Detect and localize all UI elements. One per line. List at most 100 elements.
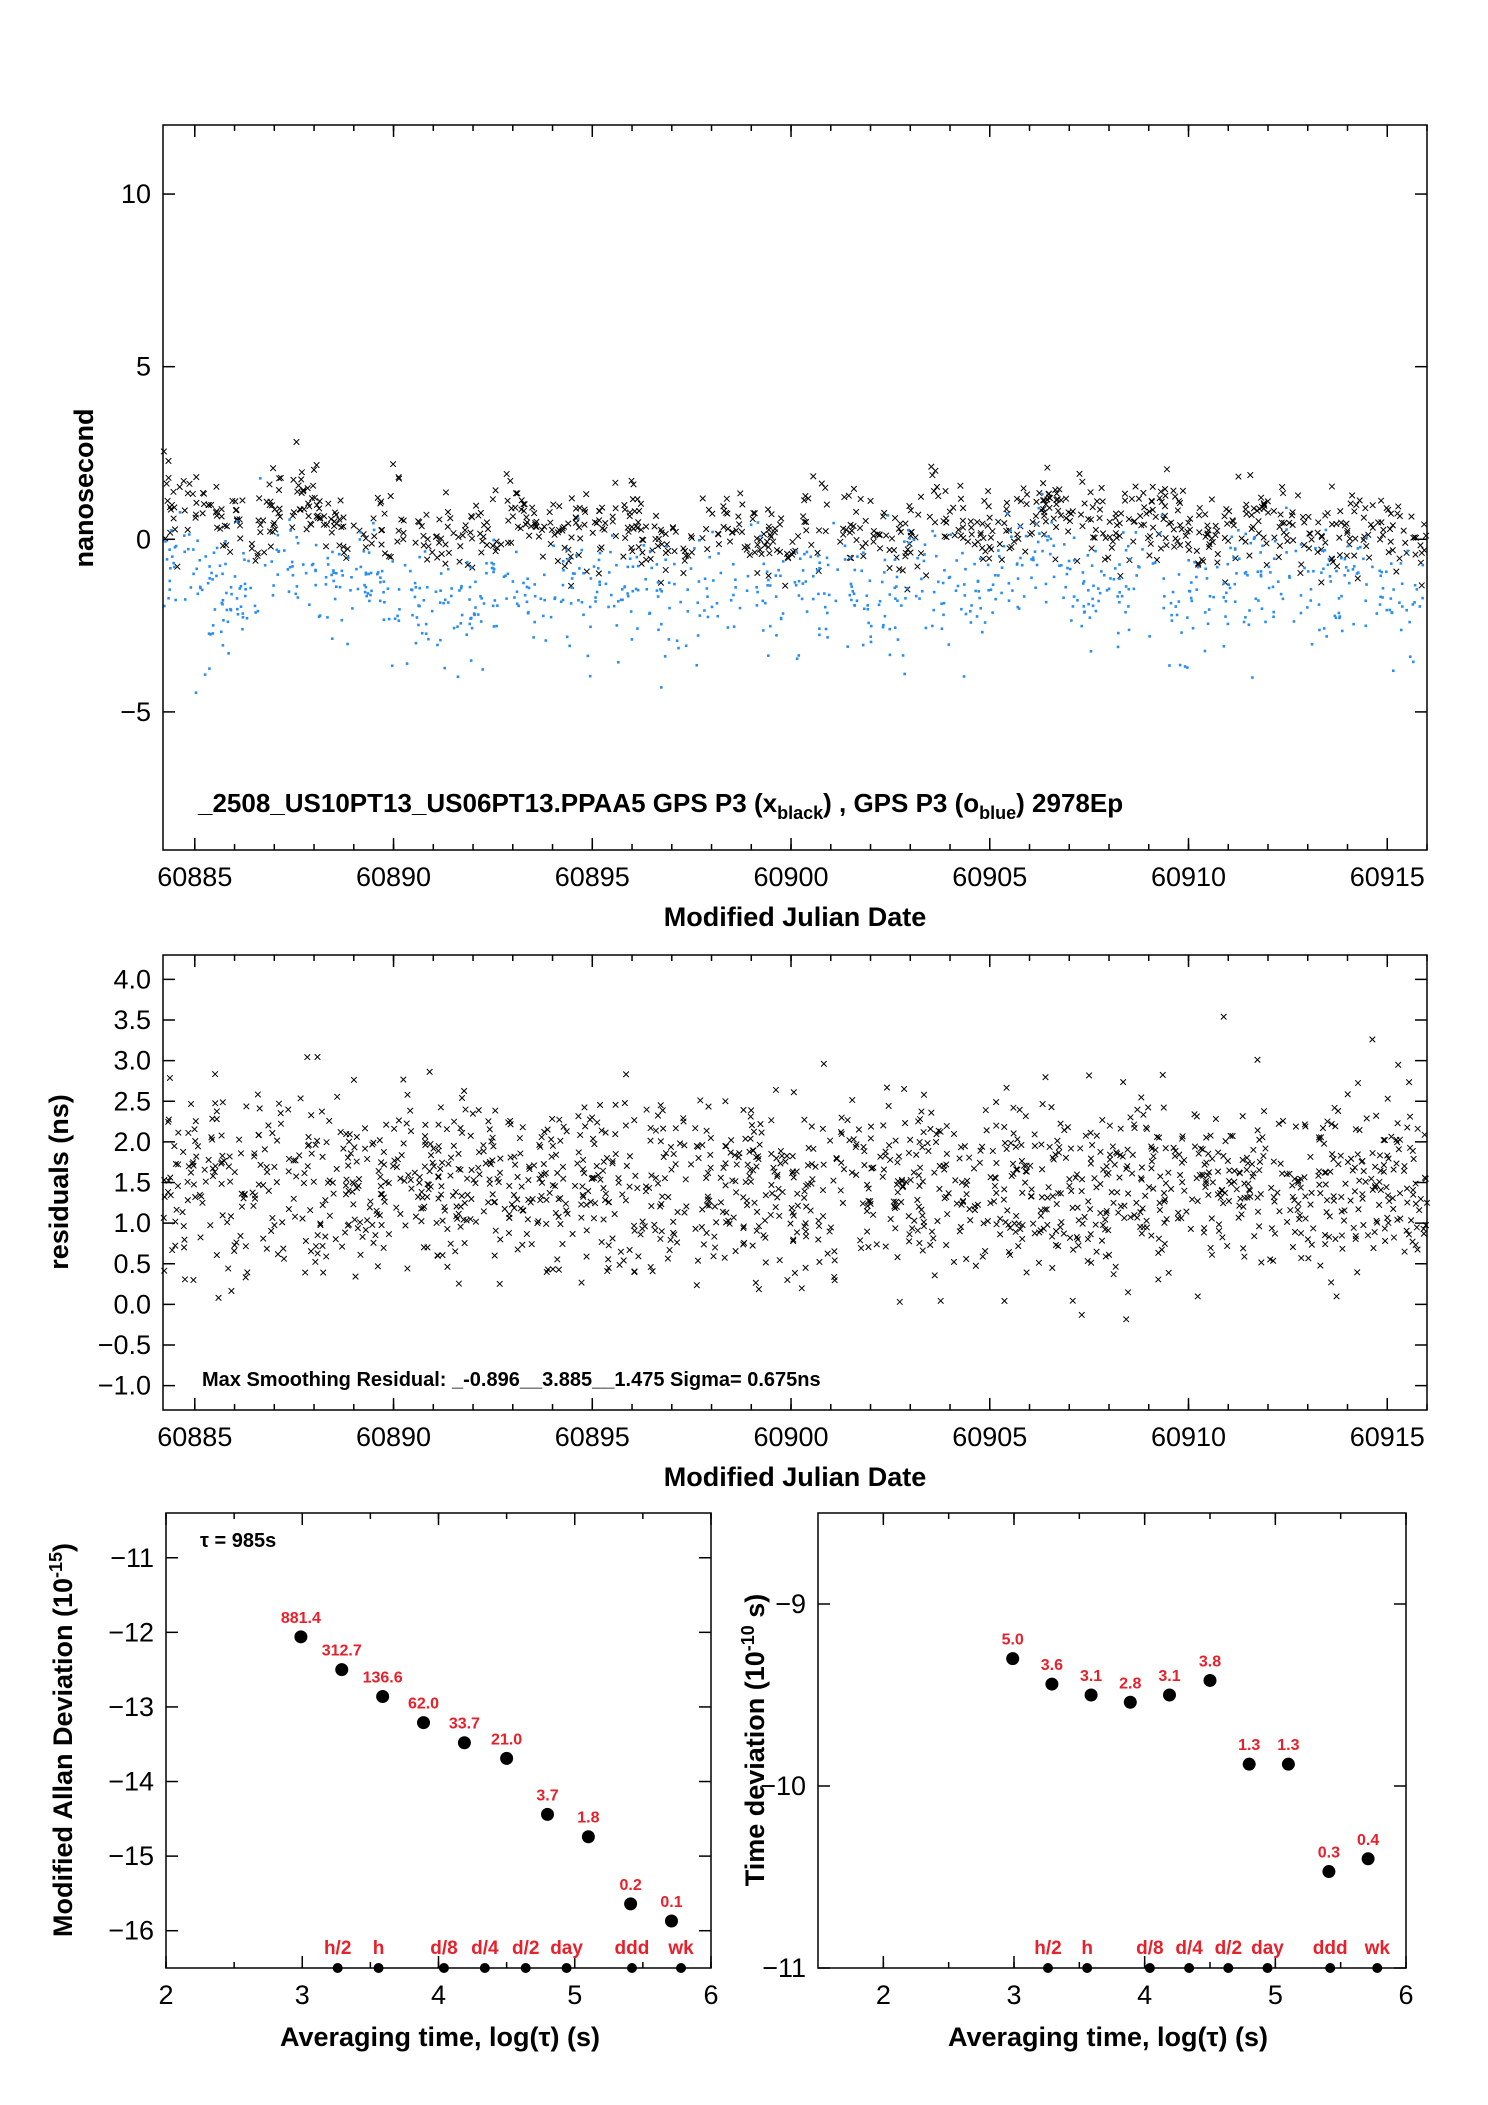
blue-dot — [386, 587, 390, 590]
x-marker — [1407, 1217, 1415, 1224]
x-marker — [1340, 1217, 1348, 1224]
x-marker — [400, 529, 407, 537]
blue-dot — [991, 583, 995, 586]
blue-dot — [533, 620, 536, 624]
x-marker — [480, 521, 488, 529]
x-marker — [1324, 1118, 1331, 1125]
blue-dot — [1222, 581, 1226, 585]
blue-dot — [169, 566, 172, 570]
blue-dot — [1421, 563, 1425, 567]
x-marker — [820, 1060, 828, 1067]
x-marker — [564, 1210, 571, 1217]
x-marker — [859, 1200, 867, 1207]
x-marker — [629, 496, 637, 503]
x-marker — [1041, 1206, 1048, 1213]
x-marker — [1409, 1186, 1417, 1194]
blue-dot — [235, 597, 239, 600]
x-marker — [213, 483, 220, 490]
blue-dot — [163, 604, 166, 608]
blue-dot — [474, 580, 477, 584]
x-marker — [517, 525, 524, 532]
x-marker — [737, 490, 744, 497]
x-marker — [672, 528, 679, 535]
blue-dot — [617, 660, 620, 664]
blue-dot — [768, 624, 772, 628]
x-marker — [773, 546, 781, 554]
x-marker — [1214, 559, 1221, 566]
x-marker — [1099, 530, 1107, 537]
x-marker — [732, 1178, 739, 1185]
x-marker — [654, 1180, 662, 1187]
x-marker — [467, 1215, 474, 1223]
blue-dot — [1087, 588, 1090, 592]
x-marker — [501, 1205, 508, 1213]
x-marker — [557, 1195, 564, 1202]
x-marker — [894, 1254, 901, 1261]
x-marker — [794, 532, 802, 540]
x-marker — [886, 546, 893, 554]
x-marker — [1254, 1127, 1261, 1134]
x-marker — [1102, 534, 1109, 542]
x-marker — [1404, 1124, 1411, 1131]
x-marker — [1373, 1112, 1380, 1119]
x-marker — [1336, 534, 1343, 541]
x-marker — [1185, 519, 1192, 526]
x-marker — [242, 1243, 250, 1250]
blue-dot — [452, 626, 456, 630]
x-marker — [321, 513, 328, 520]
x-marker — [956, 1155, 963, 1162]
x-marker — [1330, 1197, 1338, 1204]
x-marker — [554, 557, 562, 565]
x-marker — [301, 1169, 308, 1177]
x-marker — [394, 538, 401, 545]
blue-dot — [178, 511, 182, 514]
x-marker — [1018, 1141, 1025, 1149]
x-marker — [638, 536, 646, 543]
x-marker — [1139, 1205, 1146, 1212]
blue-dot — [777, 568, 780, 572]
x-marker — [507, 539, 515, 546]
x-marker — [193, 499, 200, 506]
blue-dot — [1030, 576, 1033, 580]
blue-dot — [1124, 585, 1128, 588]
x-marker — [692, 1225, 699, 1232]
blue-dot — [314, 569, 317, 573]
x-marker — [1255, 518, 1262, 525]
blue-dot — [991, 611, 994, 614]
x-marker — [314, 1053, 321, 1061]
x-marker — [605, 1242, 612, 1249]
blue-dot — [1237, 528, 1240, 532]
x-marker — [1344, 527, 1351, 534]
x-marker — [1410, 1191, 1417, 1198]
x-marker — [547, 540, 554, 548]
x-marker — [654, 542, 662, 550]
blue-dot — [908, 537, 912, 540]
blue-dot — [236, 612, 240, 616]
blue-dot — [1030, 558, 1033, 561]
blue-dot — [1135, 574, 1138, 577]
x-marker — [907, 1136, 914, 1143]
blue-dot — [291, 573, 295, 577]
x-marker — [1023, 500, 1030, 508]
blue-dot — [1044, 582, 1048, 586]
x-marker — [702, 525, 710, 533]
x-marker — [672, 1160, 679, 1168]
x-marker — [176, 483, 183, 491]
x-marker — [323, 521, 331, 528]
blue-dot — [1120, 594, 1124, 598]
x-marker — [848, 1169, 856, 1176]
blue-dot — [492, 625, 496, 628]
x-marker — [541, 523, 548, 530]
x-marker — [1138, 1176, 1145, 1183]
x-marker — [549, 1115, 556, 1123]
blue-dot — [1063, 543, 1066, 546]
x-marker — [622, 1071, 630, 1078]
x-marker — [692, 1125, 699, 1132]
blue-dot — [1016, 605, 1020, 609]
x-marker — [612, 1101, 619, 1108]
x-marker — [1351, 1188, 1359, 1195]
blue-dot — [932, 608, 936, 612]
x-marker — [167, 1191, 174, 1199]
x-marker — [838, 1159, 845, 1166]
blue-dot — [1237, 557, 1241, 561]
